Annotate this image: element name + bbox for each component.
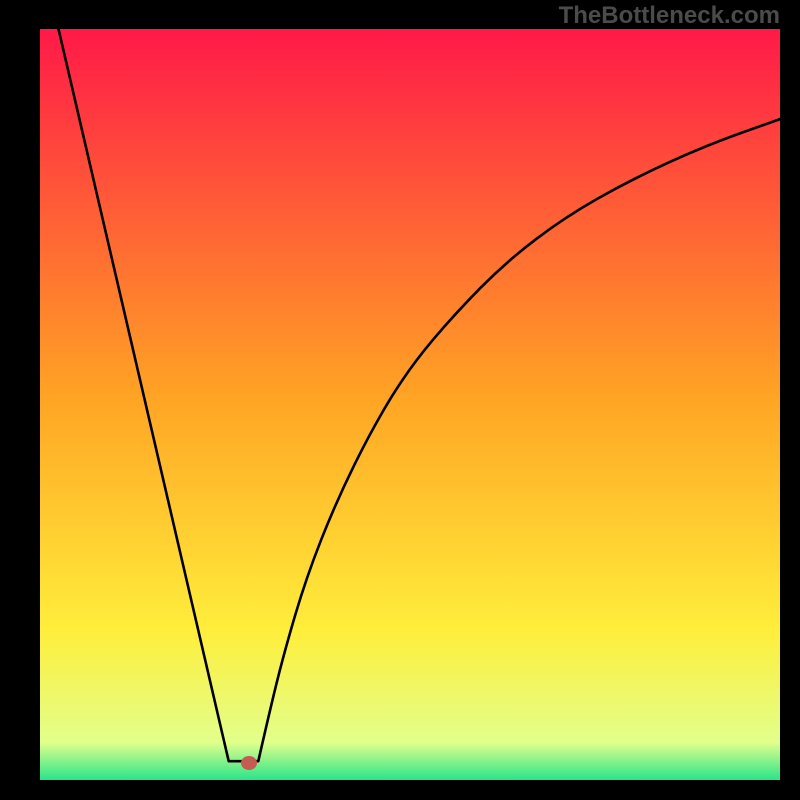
watermark-text: TheBottleneck.com bbox=[559, 2, 780, 30]
chart-container: TheBottleneck.com bbox=[0, 0, 800, 800]
bottleneck-curve bbox=[59, 29, 781, 761]
curve-layer bbox=[0, 0, 800, 800]
optimal-point-marker bbox=[241, 756, 257, 770]
